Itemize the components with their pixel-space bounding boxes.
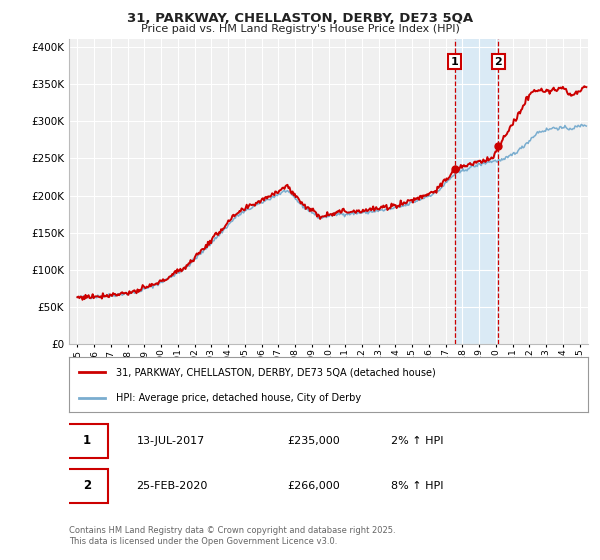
Text: £266,000: £266,000 bbox=[287, 481, 340, 491]
Text: 31, PARKWAY, CHELLASTON, DERBY, DE73 5QA: 31, PARKWAY, CHELLASTON, DERBY, DE73 5QA bbox=[127, 12, 473, 25]
Text: 2: 2 bbox=[83, 479, 91, 492]
Text: 2% ↑ HPI: 2% ↑ HPI bbox=[391, 436, 443, 446]
Text: HPI: Average price, detached house, City of Derby: HPI: Average price, detached house, City… bbox=[116, 393, 361, 403]
FancyBboxPatch shape bbox=[67, 424, 108, 458]
Text: 31, PARKWAY, CHELLASTON, DERBY, DE73 5QA (detached house): 31, PARKWAY, CHELLASTON, DERBY, DE73 5QA… bbox=[116, 367, 436, 377]
Text: 1: 1 bbox=[83, 435, 91, 447]
Bar bbox=[455, 39, 499, 344]
Text: 2: 2 bbox=[494, 57, 502, 67]
Text: £235,000: £235,000 bbox=[287, 436, 340, 446]
Text: Contains HM Land Registry data © Crown copyright and database right 2025.
This d: Contains HM Land Registry data © Crown c… bbox=[69, 526, 395, 546]
Text: 13-JUL-2017: 13-JUL-2017 bbox=[136, 436, 205, 446]
Text: 25-FEB-2020: 25-FEB-2020 bbox=[136, 481, 208, 491]
Text: Price paid vs. HM Land Registry's House Price Index (HPI): Price paid vs. HM Land Registry's House … bbox=[140, 24, 460, 34]
Text: 1: 1 bbox=[451, 57, 458, 67]
Text: 8% ↑ HPI: 8% ↑ HPI bbox=[391, 481, 443, 491]
FancyBboxPatch shape bbox=[67, 469, 108, 503]
